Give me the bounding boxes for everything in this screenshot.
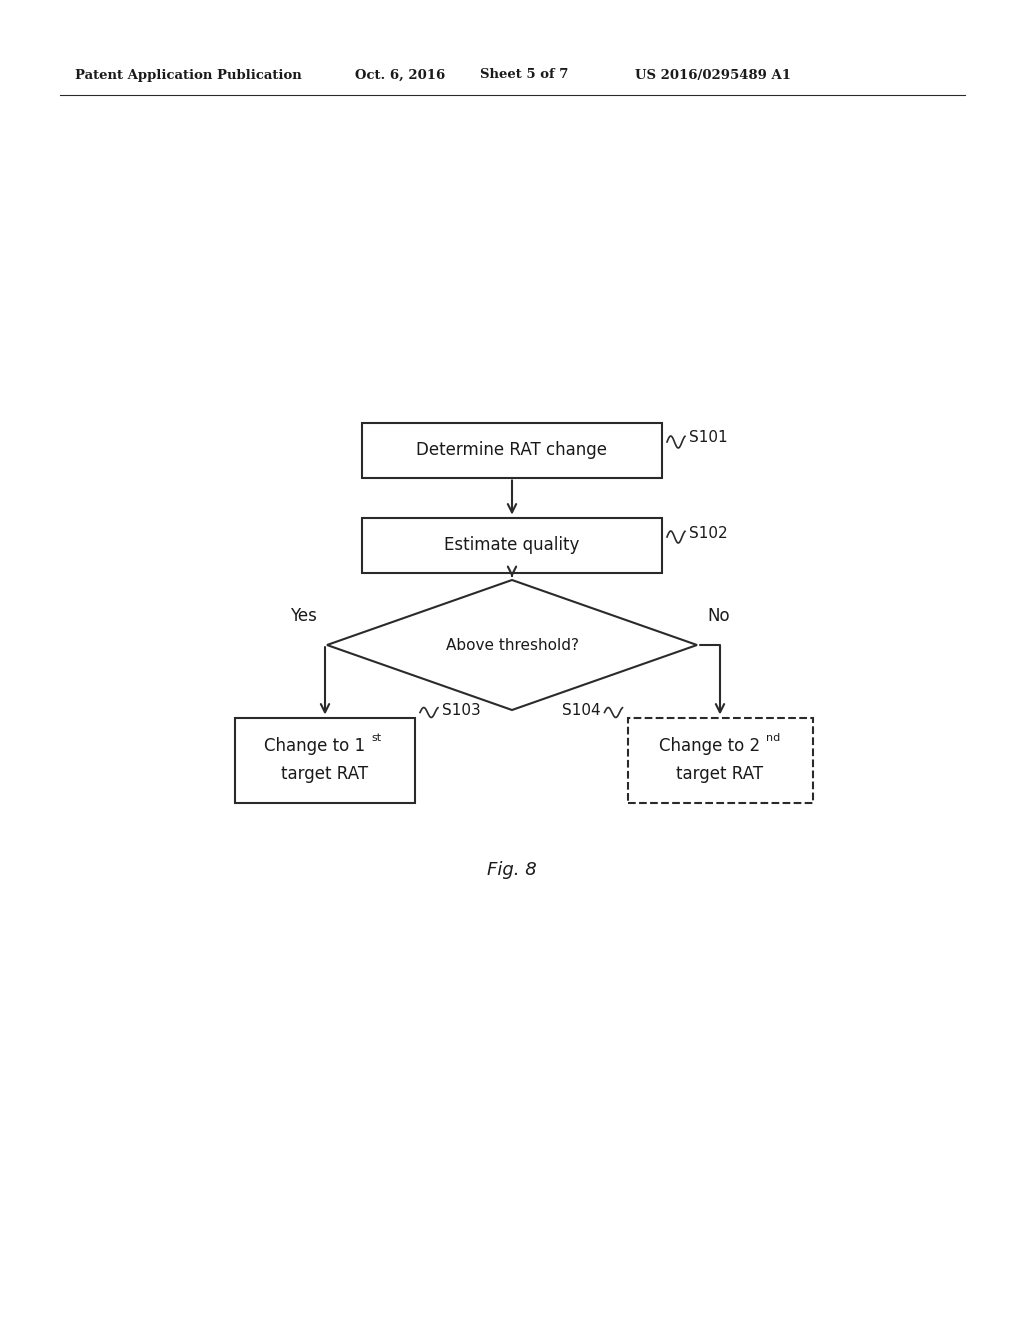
- Text: Above threshold?: Above threshold?: [445, 638, 579, 652]
- Bar: [362, 422, 662, 478]
- Text: S102: S102: [689, 525, 728, 540]
- Text: Sheet 5 of 7: Sheet 5 of 7: [480, 69, 568, 82]
- Text: st: st: [371, 733, 381, 743]
- Text: target RAT: target RAT: [677, 766, 764, 783]
- Text: Patent Application Publication: Patent Application Publication: [75, 69, 302, 82]
- Text: Estimate quality: Estimate quality: [444, 536, 580, 554]
- Text: Oct. 6, 2016: Oct. 6, 2016: [355, 69, 445, 82]
- Bar: [628, 718, 812, 803]
- Polygon shape: [327, 579, 697, 710]
- Text: No: No: [707, 607, 730, 624]
- Text: target RAT: target RAT: [282, 766, 369, 783]
- Text: Determine RAT change: Determine RAT change: [417, 441, 607, 459]
- Bar: [234, 718, 415, 803]
- Text: Yes: Yes: [290, 607, 317, 624]
- Text: Fig. 8: Fig. 8: [487, 861, 537, 879]
- Text: S104: S104: [562, 704, 600, 718]
- Bar: [362, 517, 662, 573]
- Text: S103: S103: [442, 704, 480, 718]
- Text: US 2016/0295489 A1: US 2016/0295489 A1: [635, 69, 791, 82]
- Text: Change to 2: Change to 2: [659, 737, 761, 755]
- Text: nd: nd: [766, 733, 780, 743]
- Text: S101: S101: [689, 430, 728, 446]
- Text: Change to 1: Change to 1: [264, 737, 366, 755]
